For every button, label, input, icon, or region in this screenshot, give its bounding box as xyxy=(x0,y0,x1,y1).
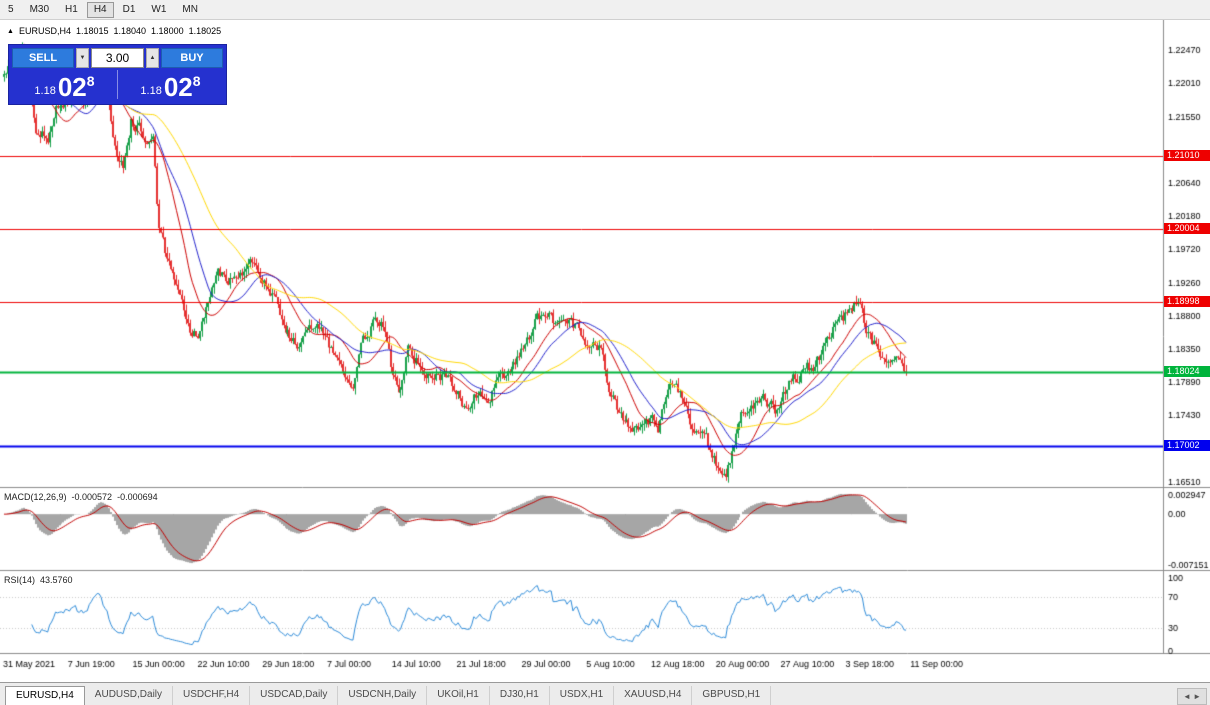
tab-dj30-h1[interactable]: DJ30,H1 xyxy=(490,686,550,705)
sell-price-sup: 8 xyxy=(86,73,95,89)
sell-price-big: 02 xyxy=(57,72,87,102)
lot-decrease-icon[interactable]: ▼ xyxy=(76,48,89,68)
one-click-collapse-icon[interactable]: ▲ xyxy=(7,27,14,35)
one-click-trading-panel: SELL ▼ ▲ BUY 1.18 02 8 1.18 02 8 xyxy=(8,44,227,105)
chart-title: ▲ EURUSD,H4 1.18015 1.18040 1.18000 1.18… xyxy=(7,26,221,36)
tab-audusd-daily[interactable]: AUDUSD,Daily xyxy=(85,686,174,705)
timeframe-button-m30[interactable]: M30 xyxy=(23,2,56,18)
sell-price[interactable]: 1.18 02 8 xyxy=(12,68,117,101)
rsi-value: 43.5760 xyxy=(40,575,73,585)
tab-xauusd-h4[interactable]: XAUUSD,H4 xyxy=(614,686,693,705)
ohlc-open: 1.18015 xyxy=(75,26,109,36)
rsi-indicator-label: RSI(14) 43.5760 xyxy=(4,575,73,585)
tab-gbpusd-h1[interactable]: GBPUSD,H1 xyxy=(692,686,772,705)
tab-eurusd-h4[interactable]: EURUSD,H4 xyxy=(5,686,85,705)
hline-price-badge-1: 1.21010 xyxy=(1164,149,1210,161)
timeframe-button-h1[interactable]: H1 xyxy=(58,2,85,18)
buy-button[interactable]: BUY xyxy=(161,48,223,68)
symbol-tab-bar: EURUSD,H4 AUDUSD,Daily USDCHF,H4 USDCAD,… xyxy=(0,682,1210,705)
buy-price-big: 02 xyxy=(163,72,193,102)
hline-price-badge-3: 1.18998 xyxy=(1164,295,1210,307)
symbol-period-label: EURUSD,H4 xyxy=(18,26,71,36)
tab-usdcnh-daily[interactable]: USDCNH,Daily xyxy=(338,686,428,705)
timeframe-button-mn[interactable]: MN xyxy=(175,2,205,18)
timeframe-button-m5[interactable]: 5 xyxy=(1,2,21,18)
tab-usdx-h1[interactable]: USDX,H1 xyxy=(550,686,615,705)
macd-value-main: -0.000572 xyxy=(71,492,113,502)
tab-scroll-icon[interactable]: ◄ ► xyxy=(1176,688,1207,705)
hline-price-badge-5: 1.17002 xyxy=(1164,440,1210,452)
timeframe-button-h4[interactable]: H4 xyxy=(86,1,114,18)
tab-usdchf-h4[interactable]: USDCHF,H4 xyxy=(173,686,251,705)
sell-button[interactable]: SELL xyxy=(12,48,74,68)
lot-increase-icon[interactable]: ▲ xyxy=(146,48,159,68)
tab-ukoil-h1[interactable]: UKOil,H1 xyxy=(427,686,490,705)
ohlc-low: 1.18000 xyxy=(151,26,184,36)
lot-size-input[interactable] xyxy=(91,48,144,68)
timeframe-button-w1[interactable]: W1 xyxy=(144,2,173,18)
buy-price-prefix: 1.18 xyxy=(140,85,162,97)
ohlc-close: 1.18025 xyxy=(188,26,222,36)
macd-value-signal: -0.000694 xyxy=(117,492,158,502)
buy-price-sup: 8 xyxy=(192,73,201,89)
sell-price-prefix: 1.18 xyxy=(34,85,56,97)
ohlc-high: 1.18040 xyxy=(113,26,147,36)
trade-panel-divider xyxy=(117,70,118,99)
tab-usdcad-daily[interactable]: USDCAD,Daily xyxy=(250,686,339,705)
hline-price-badge-2: 1.20004 xyxy=(1164,222,1210,234)
timeframe-button-d1[interactable]: D1 xyxy=(116,2,143,18)
macd-name: MACD(12,26,9) xyxy=(4,492,67,502)
rsi-name: RSI(14) xyxy=(4,575,36,585)
current-price-badge: 1.18024 xyxy=(1164,366,1210,378)
buy-price[interactable]: 1.18 02 8 xyxy=(118,68,223,101)
timeframe-toolbar: 5 M30 H1 H4 D1 W1 MN xyxy=(0,0,1210,20)
macd-indicator-label: MACD(12,26,9) -0.000572 -0.000694 xyxy=(4,492,158,502)
